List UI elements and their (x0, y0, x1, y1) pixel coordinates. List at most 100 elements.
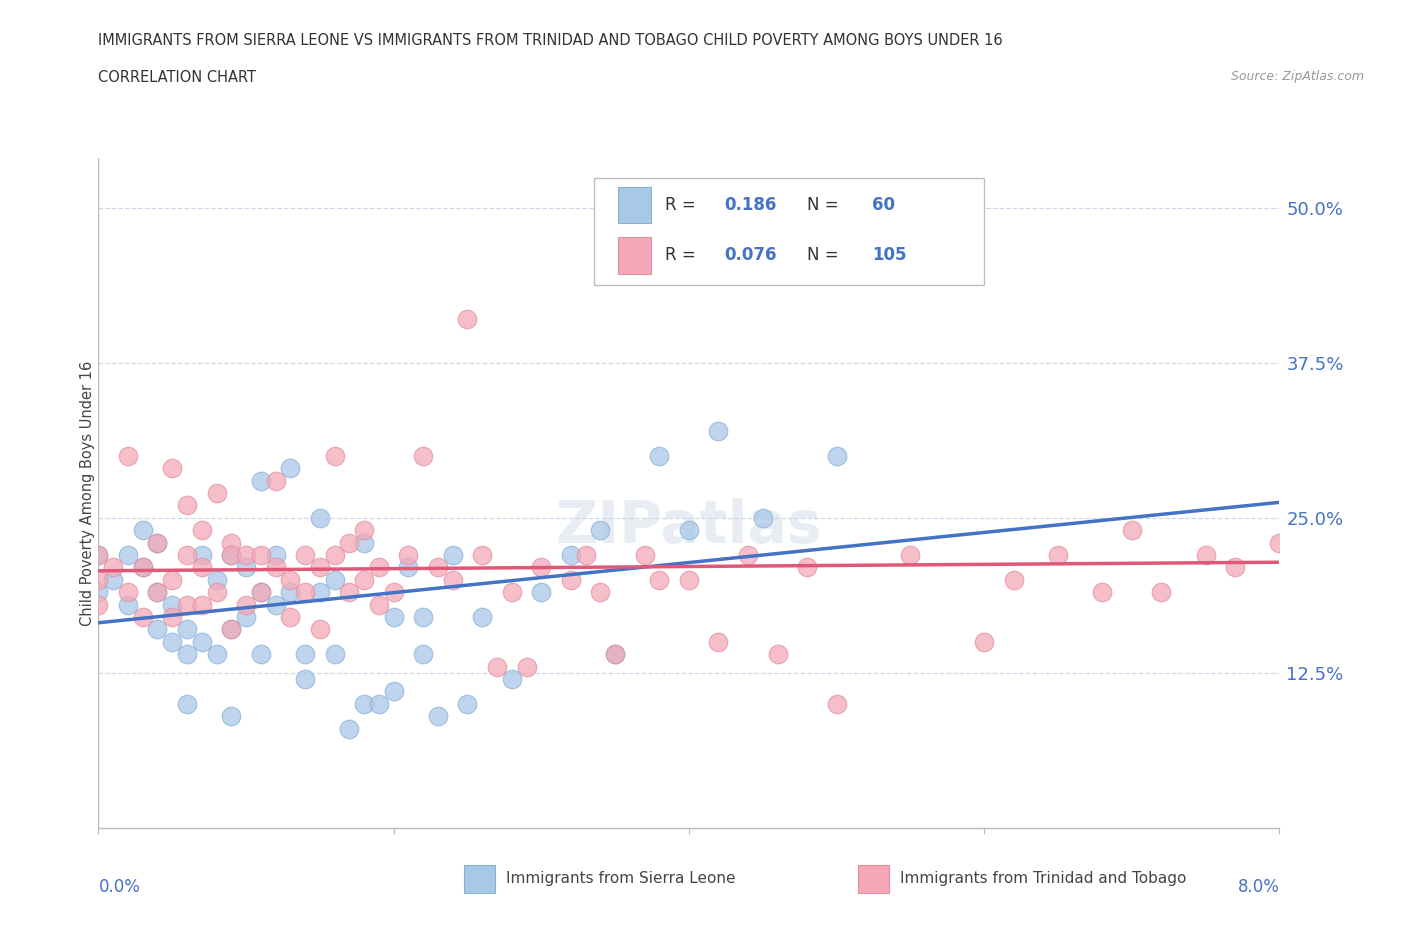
Point (294, 671, 316, 686)
Point (412, 448, 434, 463)
Text: N =: N = (807, 246, 844, 264)
Text: Immigrants from Sierra Leone: Immigrants from Sierra Leone (506, 871, 735, 886)
Point (250, 548, 273, 563)
Point (707, 634, 730, 649)
Point (648, 572, 671, 587)
Point (219, 548, 242, 563)
Text: 0.186: 0.186 (724, 196, 776, 214)
Point (308, 622, 332, 637)
Point (87, 548, 110, 563)
Point (633, 548, 655, 563)
Point (117, 548, 139, 563)
Point (1298, 572, 1320, 587)
Point (219, 622, 242, 637)
Point (426, 709, 449, 724)
Point (353, 697, 375, 711)
Point (751, 511, 773, 525)
Point (176, 498, 198, 512)
Point (605, 646, 627, 661)
Point (308, 560, 332, 575)
Point (87, 572, 110, 587)
Point (235, 597, 257, 612)
Point (250, 585, 273, 600)
Point (501, 585, 523, 600)
Point (235, 609, 257, 624)
Point (471, 548, 494, 563)
Point (456, 697, 478, 711)
Point (678, 572, 700, 587)
Point (219, 622, 242, 637)
Point (648, 448, 671, 463)
Point (117, 585, 139, 600)
Point (485, 659, 508, 674)
Point (825, 697, 848, 711)
Point (441, 548, 464, 563)
Point (264, 597, 287, 612)
Point (1194, 548, 1216, 563)
Y-axis label: Child Poverty Among Boys Under 16: Child Poverty Among Boys Under 16 (80, 360, 94, 626)
Point (146, 622, 169, 637)
Point (1341, 548, 1364, 563)
Point (1121, 523, 1143, 538)
Point (132, 560, 155, 575)
Point (1002, 572, 1025, 587)
Point (264, 548, 287, 563)
Point (103, 572, 124, 587)
Point (87, 597, 110, 612)
Point (264, 560, 287, 575)
Point (117, 597, 139, 612)
Point (515, 659, 537, 674)
Point (278, 585, 301, 600)
Point (191, 597, 214, 612)
Point (589, 585, 612, 600)
Text: N =: N = (807, 196, 844, 214)
FancyBboxPatch shape (595, 179, 984, 286)
Point (176, 548, 198, 563)
Point (132, 523, 155, 538)
Point (560, 548, 582, 563)
Point (707, 423, 730, 438)
Point (396, 560, 419, 575)
Point (146, 585, 169, 600)
Point (191, 523, 214, 538)
Text: 60: 60 (872, 196, 896, 214)
Point (278, 572, 301, 587)
Point (219, 548, 242, 563)
Point (191, 548, 214, 563)
Point (205, 485, 228, 500)
Point (382, 684, 405, 698)
Point (412, 609, 434, 624)
Point (205, 585, 228, 600)
Point (426, 560, 449, 575)
Point (337, 585, 360, 600)
Bar (619, 187, 651, 223)
Point (766, 646, 789, 661)
Point (323, 646, 346, 661)
Point (162, 634, 183, 649)
Point (456, 312, 478, 326)
Point (205, 572, 228, 587)
Point (1091, 585, 1114, 600)
Point (396, 548, 419, 563)
Point (1268, 535, 1291, 550)
Point (367, 560, 389, 575)
Point (250, 473, 273, 488)
Point (294, 646, 316, 661)
Point (323, 548, 346, 563)
Point (323, 448, 346, 463)
Point (678, 523, 700, 538)
Point (294, 585, 316, 600)
Point (87, 585, 110, 600)
Point (191, 634, 214, 649)
Point (353, 523, 375, 538)
Point (278, 460, 301, 475)
Text: IMMIGRANTS FROM SIERRA LEONE VS IMMIGRANTS FROM TRINIDAD AND TOBAGO CHILD POVERT: IMMIGRANTS FROM SIERRA LEONE VS IMMIGRAN… (98, 33, 1002, 47)
Point (235, 548, 257, 563)
Point (132, 609, 155, 624)
Point (412, 646, 434, 661)
Point (146, 535, 169, 550)
Point (250, 585, 273, 600)
Point (146, 585, 169, 600)
Point (162, 609, 183, 624)
Point (337, 535, 360, 550)
